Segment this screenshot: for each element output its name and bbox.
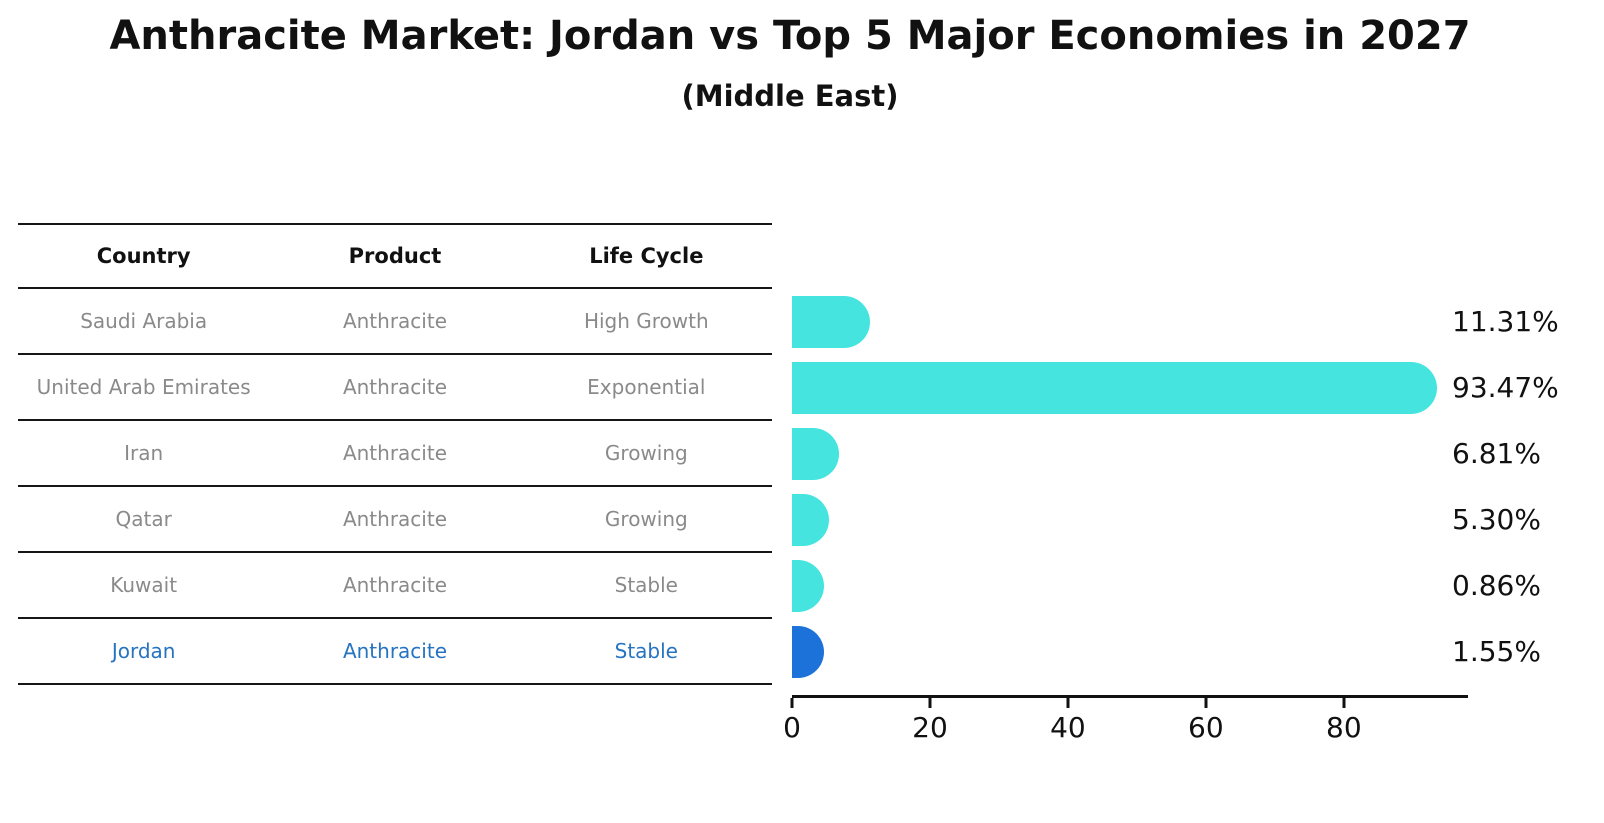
cell-country: Saudi Arabia [80,309,208,333]
cell-life-cycle: High Growth [583,309,709,333]
table-row: Qatar Anthracite Growing [18,487,772,553]
x-axis-tick [928,698,932,708]
bar-row [792,289,1468,355]
cell-life-cycle: Stable [614,639,678,663]
x-axis: 0 20 40 60 80 [783,695,1468,755]
cell-product: Anthracite [342,441,448,465]
bar-saudi-arabia [792,296,871,348]
x-axis-tick [1204,698,1208,708]
cell-product: Anthracite [342,375,448,399]
bar-qatar [792,494,829,546]
cell-life-cycle: Exponential [587,375,706,399]
country-table: Country Product Life Cycle Saudi Arabia … [18,223,772,685]
value-label: 11.31% [1452,305,1559,338]
cell-country: Qatar [115,507,172,531]
x-axis-tick [790,698,794,708]
cell-product: Anthracite [342,573,448,597]
bar-chart-plot-area [792,289,1468,685]
column-header-country: Country [96,244,191,268]
table-row: Kuwait Anthracite Stable [18,553,772,619]
cell-life-cycle: Stable [614,573,678,597]
value-label: 93.47% [1452,371,1559,404]
bar-row [792,421,1468,487]
cell-product: Anthracite [342,309,448,333]
bar-row [792,487,1468,553]
page-subtitle: (Middle East) [681,79,899,113]
x-axis-tick-label: 80 [1326,711,1362,744]
bar-united-arab-emirates [792,362,1437,414]
cell-life-cycle: Growing [604,507,688,531]
cell-life-cycle: Growing [604,441,688,465]
bar-row [792,553,1468,619]
x-axis-tick [1342,698,1346,708]
table-header-row: Country Product Life Cycle [18,223,772,289]
column-header-product: Product [348,244,442,268]
x-axis-tick [1066,698,1070,708]
value-label-column: 11.31% 93.47% 6.81% 5.30% 0.86% 1.55% [1452,289,1602,685]
value-label: 1.55% [1452,635,1541,668]
x-axis-tick-label: 40 [1050,711,1086,744]
page-title: Anthracite Market: Jordan vs Top 5 Major… [109,13,1471,59]
table-row: United Arab Emirates Anthracite Exponent… [18,355,772,421]
cell-country: Jordan [111,639,176,663]
cell-country: Kuwait [110,573,178,597]
cell-product: Anthracite [342,639,448,663]
value-label: 5.30% [1452,503,1541,536]
table-row: Saudi Arabia Anthracite High Growth [18,289,772,355]
bar-row [792,355,1468,421]
value-label: 0.86% [1452,569,1541,602]
bar-kuwait [792,560,824,612]
table-row-jordan: Jordan Anthracite Stable [18,619,772,685]
bar-jordan [792,626,824,678]
x-axis-tick-label: 0 [783,711,801,744]
x-axis-tick-label: 20 [912,711,948,744]
column-header-life-cycle: Life Cycle [589,244,704,268]
bar-row [792,619,1468,685]
table-row: Iran Anthracite Growing [18,421,772,487]
bar-iran [792,428,839,480]
cell-product: Anthracite [342,507,448,531]
value-label: 6.81% [1452,437,1541,470]
cell-country: United Arab Emirates [36,375,251,399]
x-axis-line [792,695,1468,698]
x-axis-tick-label: 60 [1188,711,1224,744]
cell-country: Iran [124,441,164,465]
